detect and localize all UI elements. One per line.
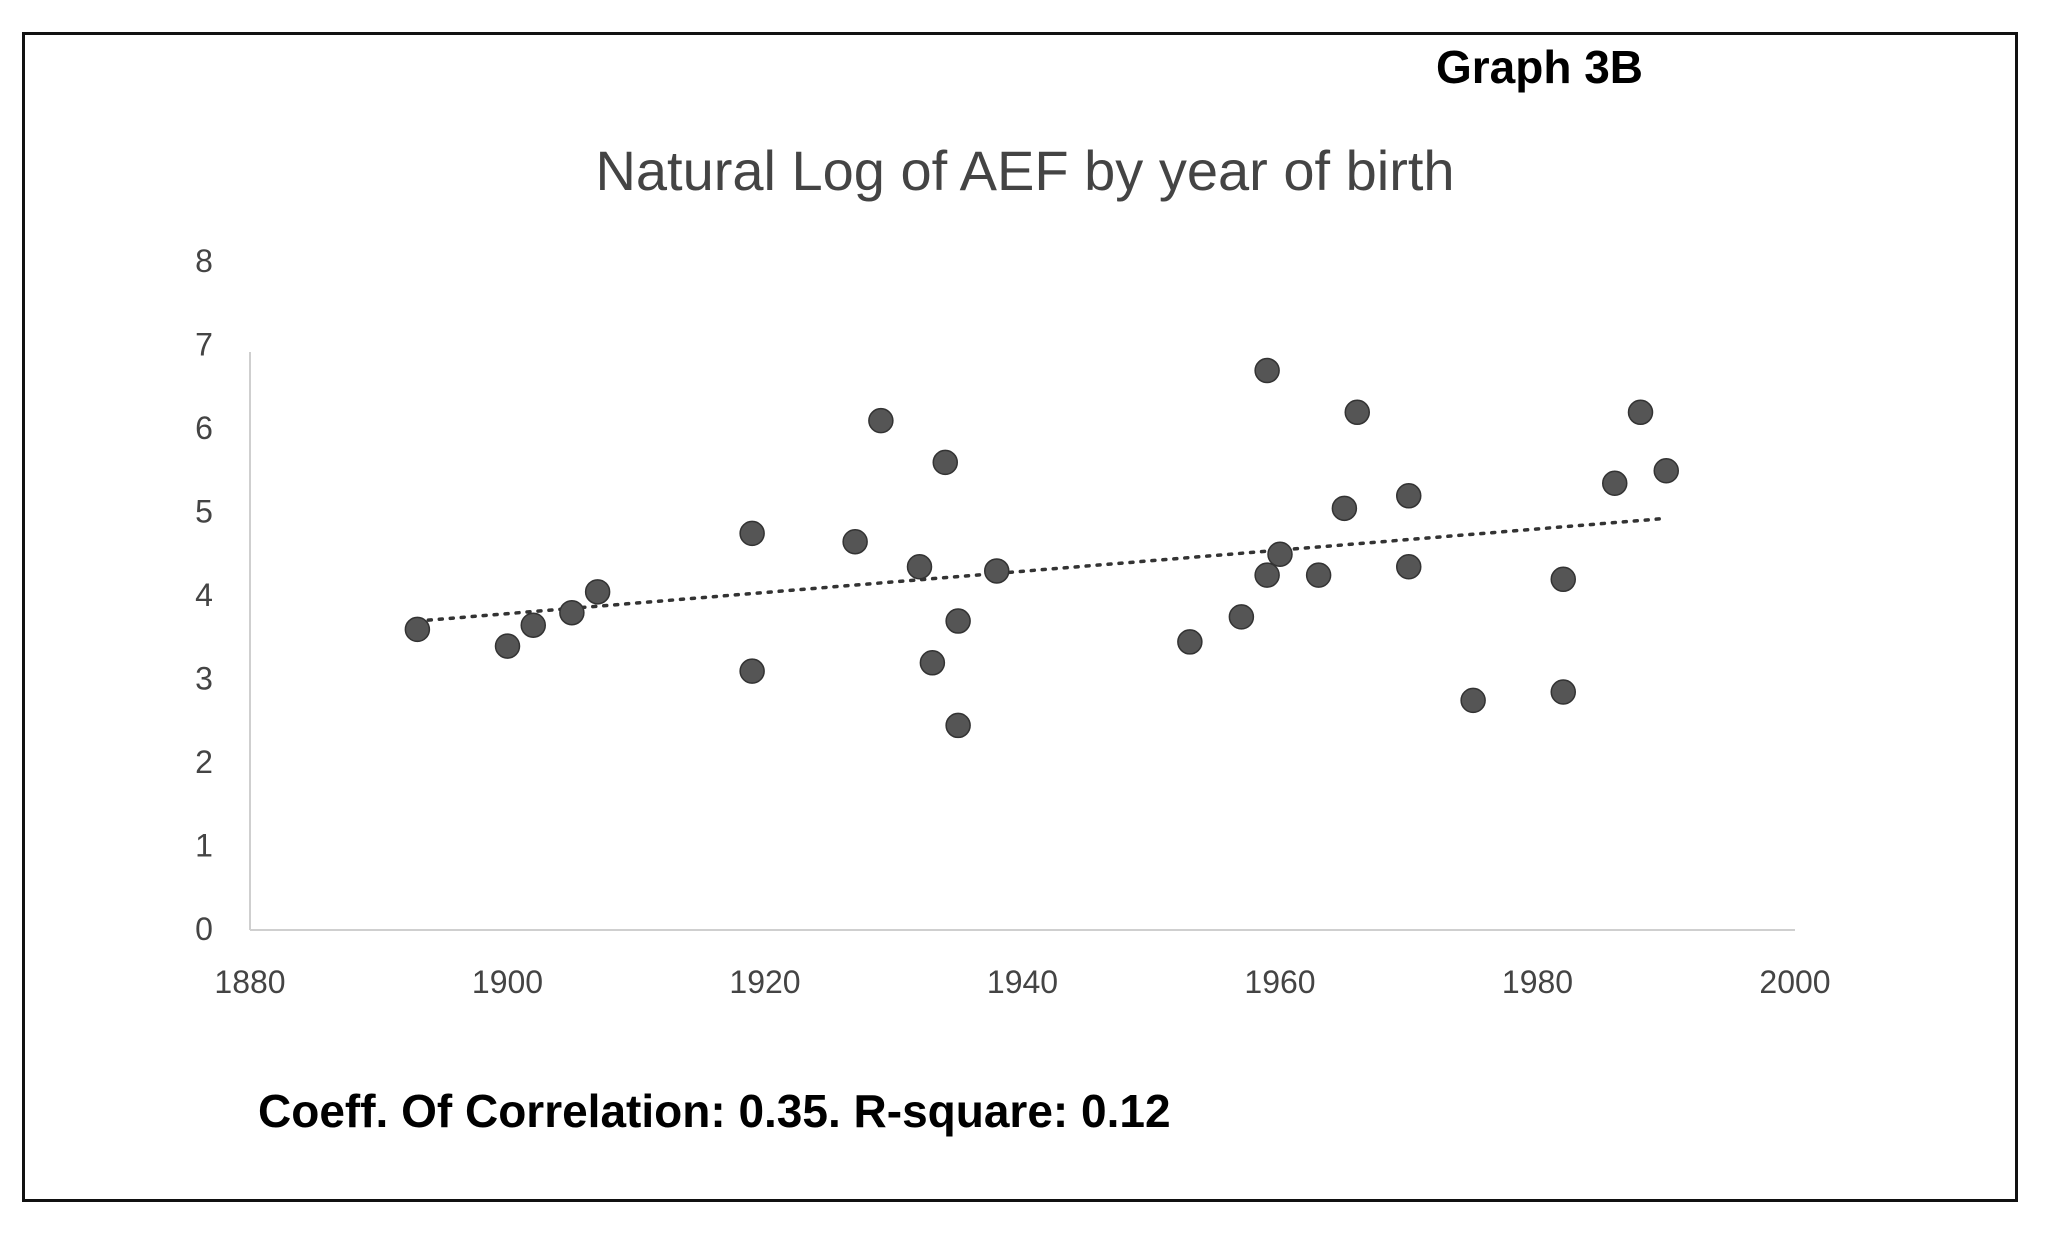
data-point [868, 407, 894, 434]
x-tick-label: 1940 [987, 964, 1058, 1000]
data-point [520, 612, 546, 638]
data-point [1254, 357, 1280, 384]
axes [249, 352, 1795, 931]
y-tick-label: 4 [195, 577, 213, 613]
data-point [842, 528, 868, 555]
data-point [1396, 554, 1422, 580]
data-point [1602, 470, 1628, 497]
x-tick-label: 1980 [1502, 964, 1573, 1000]
data-point [932, 449, 958, 476]
data-point [739, 520, 765, 547]
data-points [404, 357, 1679, 739]
x-tick-label: 1900 [472, 964, 543, 1000]
x-tick-label: 1880 [214, 964, 285, 1000]
data-point [494, 633, 521, 659]
y-tick-label: 0 [195, 911, 213, 947]
y-tick-label: 3 [195, 661, 213, 697]
y-tick-label: 2 [195, 744, 213, 780]
data-point [739, 658, 765, 684]
y-tick-label: 5 [195, 494, 213, 530]
data-point [1460, 687, 1486, 714]
trendline-layer [415, 516, 1668, 623]
graph-label: Graph 3B [1435, 41, 1643, 93]
x-tick-label: 1920 [729, 964, 800, 1000]
data-point [1177, 629, 1203, 655]
data-point [404, 616, 431, 643]
data-point [1267, 541, 1293, 567]
chart-title: Natural Log of AEF by year of birth [595, 139, 1454, 202]
data-point [1305, 562, 1332, 588]
data-point [1627, 399, 1654, 426]
x-tick-labels: 1880 1900 1920 1940 1960 1980 2000 [214, 964, 1830, 1000]
trendline [415, 516, 1668, 623]
y-tick-label: 7 [195, 327, 213, 363]
data-point [559, 599, 585, 626]
y-tick-label: 1 [195, 828, 213, 864]
data-point [1228, 604, 1255, 630]
data-point [584, 579, 611, 605]
data-point [1550, 679, 1576, 705]
data-point [1331, 495, 1358, 522]
data-point [919, 650, 946, 676]
data-point [906, 554, 933, 580]
y-tick-labels: 0 1 2 3 4 5 6 7 8 [195, 243, 213, 947]
data-point [984, 558, 1010, 584]
data-point [1653, 458, 1679, 484]
data-point [1396, 483, 1422, 509]
data-point [1344, 399, 1370, 426]
x-tick-label: 1960 [1244, 964, 1315, 1000]
data-point [945, 712, 971, 739]
y-tick-label: 8 [195, 243, 213, 279]
correlation-stats: Coeff. Of Correlation: 0.35. R-square: 0… [258, 1085, 1171, 1137]
data-point [1254, 562, 1280, 588]
data-point [1550, 566, 1576, 593]
data-point [945, 608, 971, 634]
graph-frame [22, 32, 2018, 1202]
y-tick-label: 6 [195, 410, 213, 446]
x-tick-label: 2000 [1759, 964, 1830, 1000]
